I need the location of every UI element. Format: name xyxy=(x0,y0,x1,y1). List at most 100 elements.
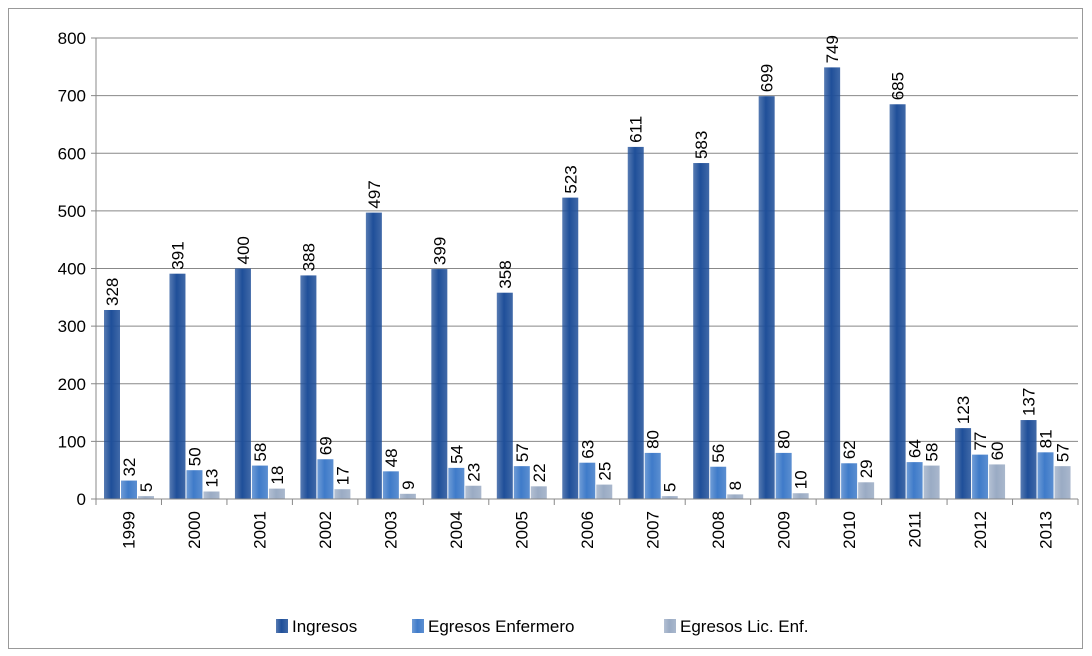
bar xyxy=(906,462,923,499)
x-tick-label: 2008 xyxy=(709,511,728,549)
y-tick-label: 400 xyxy=(58,260,86,279)
y-tick-label: 800 xyxy=(58,29,86,48)
x-tick-label: 2010 xyxy=(840,511,859,549)
y-tick-label: 600 xyxy=(58,144,86,163)
bar xyxy=(693,163,710,499)
bar xyxy=(530,486,547,499)
y-tick-label: 300 xyxy=(58,317,86,336)
bar xyxy=(300,275,317,499)
bar xyxy=(496,292,513,499)
bar xyxy=(203,491,220,499)
bar xyxy=(465,485,482,499)
bar xyxy=(317,459,334,499)
x-tick-label: 2005 xyxy=(513,511,532,549)
x-tick-label: 2003 xyxy=(382,511,401,549)
bar xyxy=(186,470,203,499)
bar xyxy=(955,428,972,499)
value-label: 57 xyxy=(1054,443,1073,462)
x-tick-label: 2007 xyxy=(643,511,662,549)
bar xyxy=(661,496,678,499)
value-label: 5 xyxy=(137,483,156,492)
bar xyxy=(365,212,382,499)
x-tick-label: 2013 xyxy=(1036,511,1055,549)
value-label: 497 xyxy=(365,180,384,208)
y-tick-label: 700 xyxy=(58,87,86,106)
bar xyxy=(1020,420,1037,499)
value-label: 13 xyxy=(202,469,221,488)
y-tick-label: 0 xyxy=(77,490,86,509)
value-label: 60 xyxy=(988,442,1007,461)
value-label: 54 xyxy=(447,445,466,464)
bar xyxy=(334,489,351,499)
value-label: 80 xyxy=(775,430,794,449)
bar xyxy=(989,464,1006,499)
value-label: 80 xyxy=(644,430,663,449)
bar xyxy=(251,465,268,499)
value-label: 81 xyxy=(1037,429,1056,448)
legend-label: Ingresos xyxy=(292,617,357,636)
value-label: 56 xyxy=(709,444,728,463)
value-label: 18 xyxy=(268,466,287,485)
bar xyxy=(972,454,989,499)
bar xyxy=(448,467,465,499)
value-label: 58 xyxy=(923,443,942,462)
value-label: 399 xyxy=(430,237,449,265)
bar xyxy=(513,466,530,499)
bar xyxy=(758,96,775,500)
legend-swatch xyxy=(412,619,424,633)
value-label: 523 xyxy=(561,165,580,193)
bar xyxy=(889,104,906,500)
value-label: 5 xyxy=(661,483,680,492)
value-label: 22 xyxy=(530,463,549,482)
bar xyxy=(1054,466,1071,499)
value-label: 699 xyxy=(758,64,777,92)
bar xyxy=(431,269,448,499)
value-label: 57 xyxy=(513,443,532,462)
value-label: 358 xyxy=(496,260,515,288)
y-tick-label: 200 xyxy=(58,375,86,394)
x-tick-label: 2006 xyxy=(578,511,597,549)
x-tick-label: 2001 xyxy=(251,511,270,549)
value-label: 137 xyxy=(1020,388,1039,416)
x-tick-label: 2004 xyxy=(447,511,466,549)
value-label: 62 xyxy=(840,440,859,459)
value-label: 23 xyxy=(464,463,483,482)
bar xyxy=(710,466,727,499)
bar xyxy=(104,309,120,499)
legend-swatch xyxy=(276,619,288,633)
x-tick-label: 2009 xyxy=(774,511,793,549)
legend-label: Egresos Enfermero xyxy=(428,617,574,636)
bar xyxy=(644,452,661,499)
value-label: 391 xyxy=(168,241,187,269)
value-label: 64 xyxy=(906,439,925,458)
bar xyxy=(792,493,809,499)
bar xyxy=(399,493,416,499)
value-label: 17 xyxy=(333,466,352,485)
bar xyxy=(138,496,154,499)
value-label: 583 xyxy=(692,131,711,159)
value-label: 48 xyxy=(382,448,401,467)
legend-swatch xyxy=(664,619,676,633)
value-label: 32 xyxy=(120,458,139,477)
bar xyxy=(627,146,644,499)
legend-label: Egresos Lic. Enf. xyxy=(680,617,809,636)
x-tick-label: 2011 xyxy=(905,511,924,548)
value-label: 123 xyxy=(954,396,973,424)
value-label: 29 xyxy=(857,459,876,478)
value-label: 77 xyxy=(971,432,990,451)
value-label: 749 xyxy=(823,35,842,63)
bar xyxy=(562,197,579,499)
value-label: 58 xyxy=(251,443,270,462)
value-label: 328 xyxy=(103,278,122,306)
bar xyxy=(234,268,251,499)
bar xyxy=(824,67,841,500)
x-tick-label: 2000 xyxy=(185,511,204,549)
value-label: 9 xyxy=(399,480,418,489)
x-tick-label: 2002 xyxy=(316,511,335,549)
y-tick-label: 100 xyxy=(58,432,86,451)
value-label: 8 xyxy=(726,481,745,490)
bar xyxy=(858,482,875,499)
bar xyxy=(268,488,285,499)
value-label: 388 xyxy=(299,243,318,271)
value-label: 25 xyxy=(595,462,614,481)
